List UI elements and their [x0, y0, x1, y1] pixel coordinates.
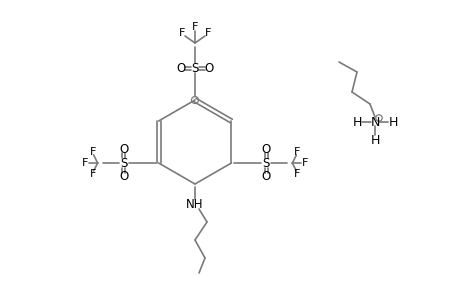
- Text: O: O: [119, 142, 128, 155]
- Text: F: F: [294, 147, 300, 157]
- Text: N: N: [369, 116, 379, 128]
- Text: F: F: [89, 147, 95, 157]
- Text: H: H: [352, 116, 361, 128]
- Text: F: F: [179, 28, 185, 38]
- Text: F: F: [81, 158, 88, 168]
- Text: O: O: [204, 61, 213, 74]
- Text: O: O: [119, 170, 128, 184]
- Text: O: O: [261, 170, 270, 184]
- Text: F: F: [89, 169, 95, 179]
- Text: H: H: [369, 134, 379, 146]
- Text: F: F: [294, 169, 300, 179]
- Text: H: H: [387, 116, 397, 128]
- Text: NH: NH: [186, 197, 203, 211]
- Text: F: F: [204, 28, 211, 38]
- Text: O: O: [176, 61, 185, 74]
- Text: F: F: [302, 158, 308, 168]
- Text: F: F: [191, 22, 198, 32]
- Text: S: S: [120, 157, 127, 169]
- Text: O: O: [261, 142, 270, 155]
- Text: S: S: [262, 157, 269, 169]
- Text: S: S: [191, 61, 198, 74]
